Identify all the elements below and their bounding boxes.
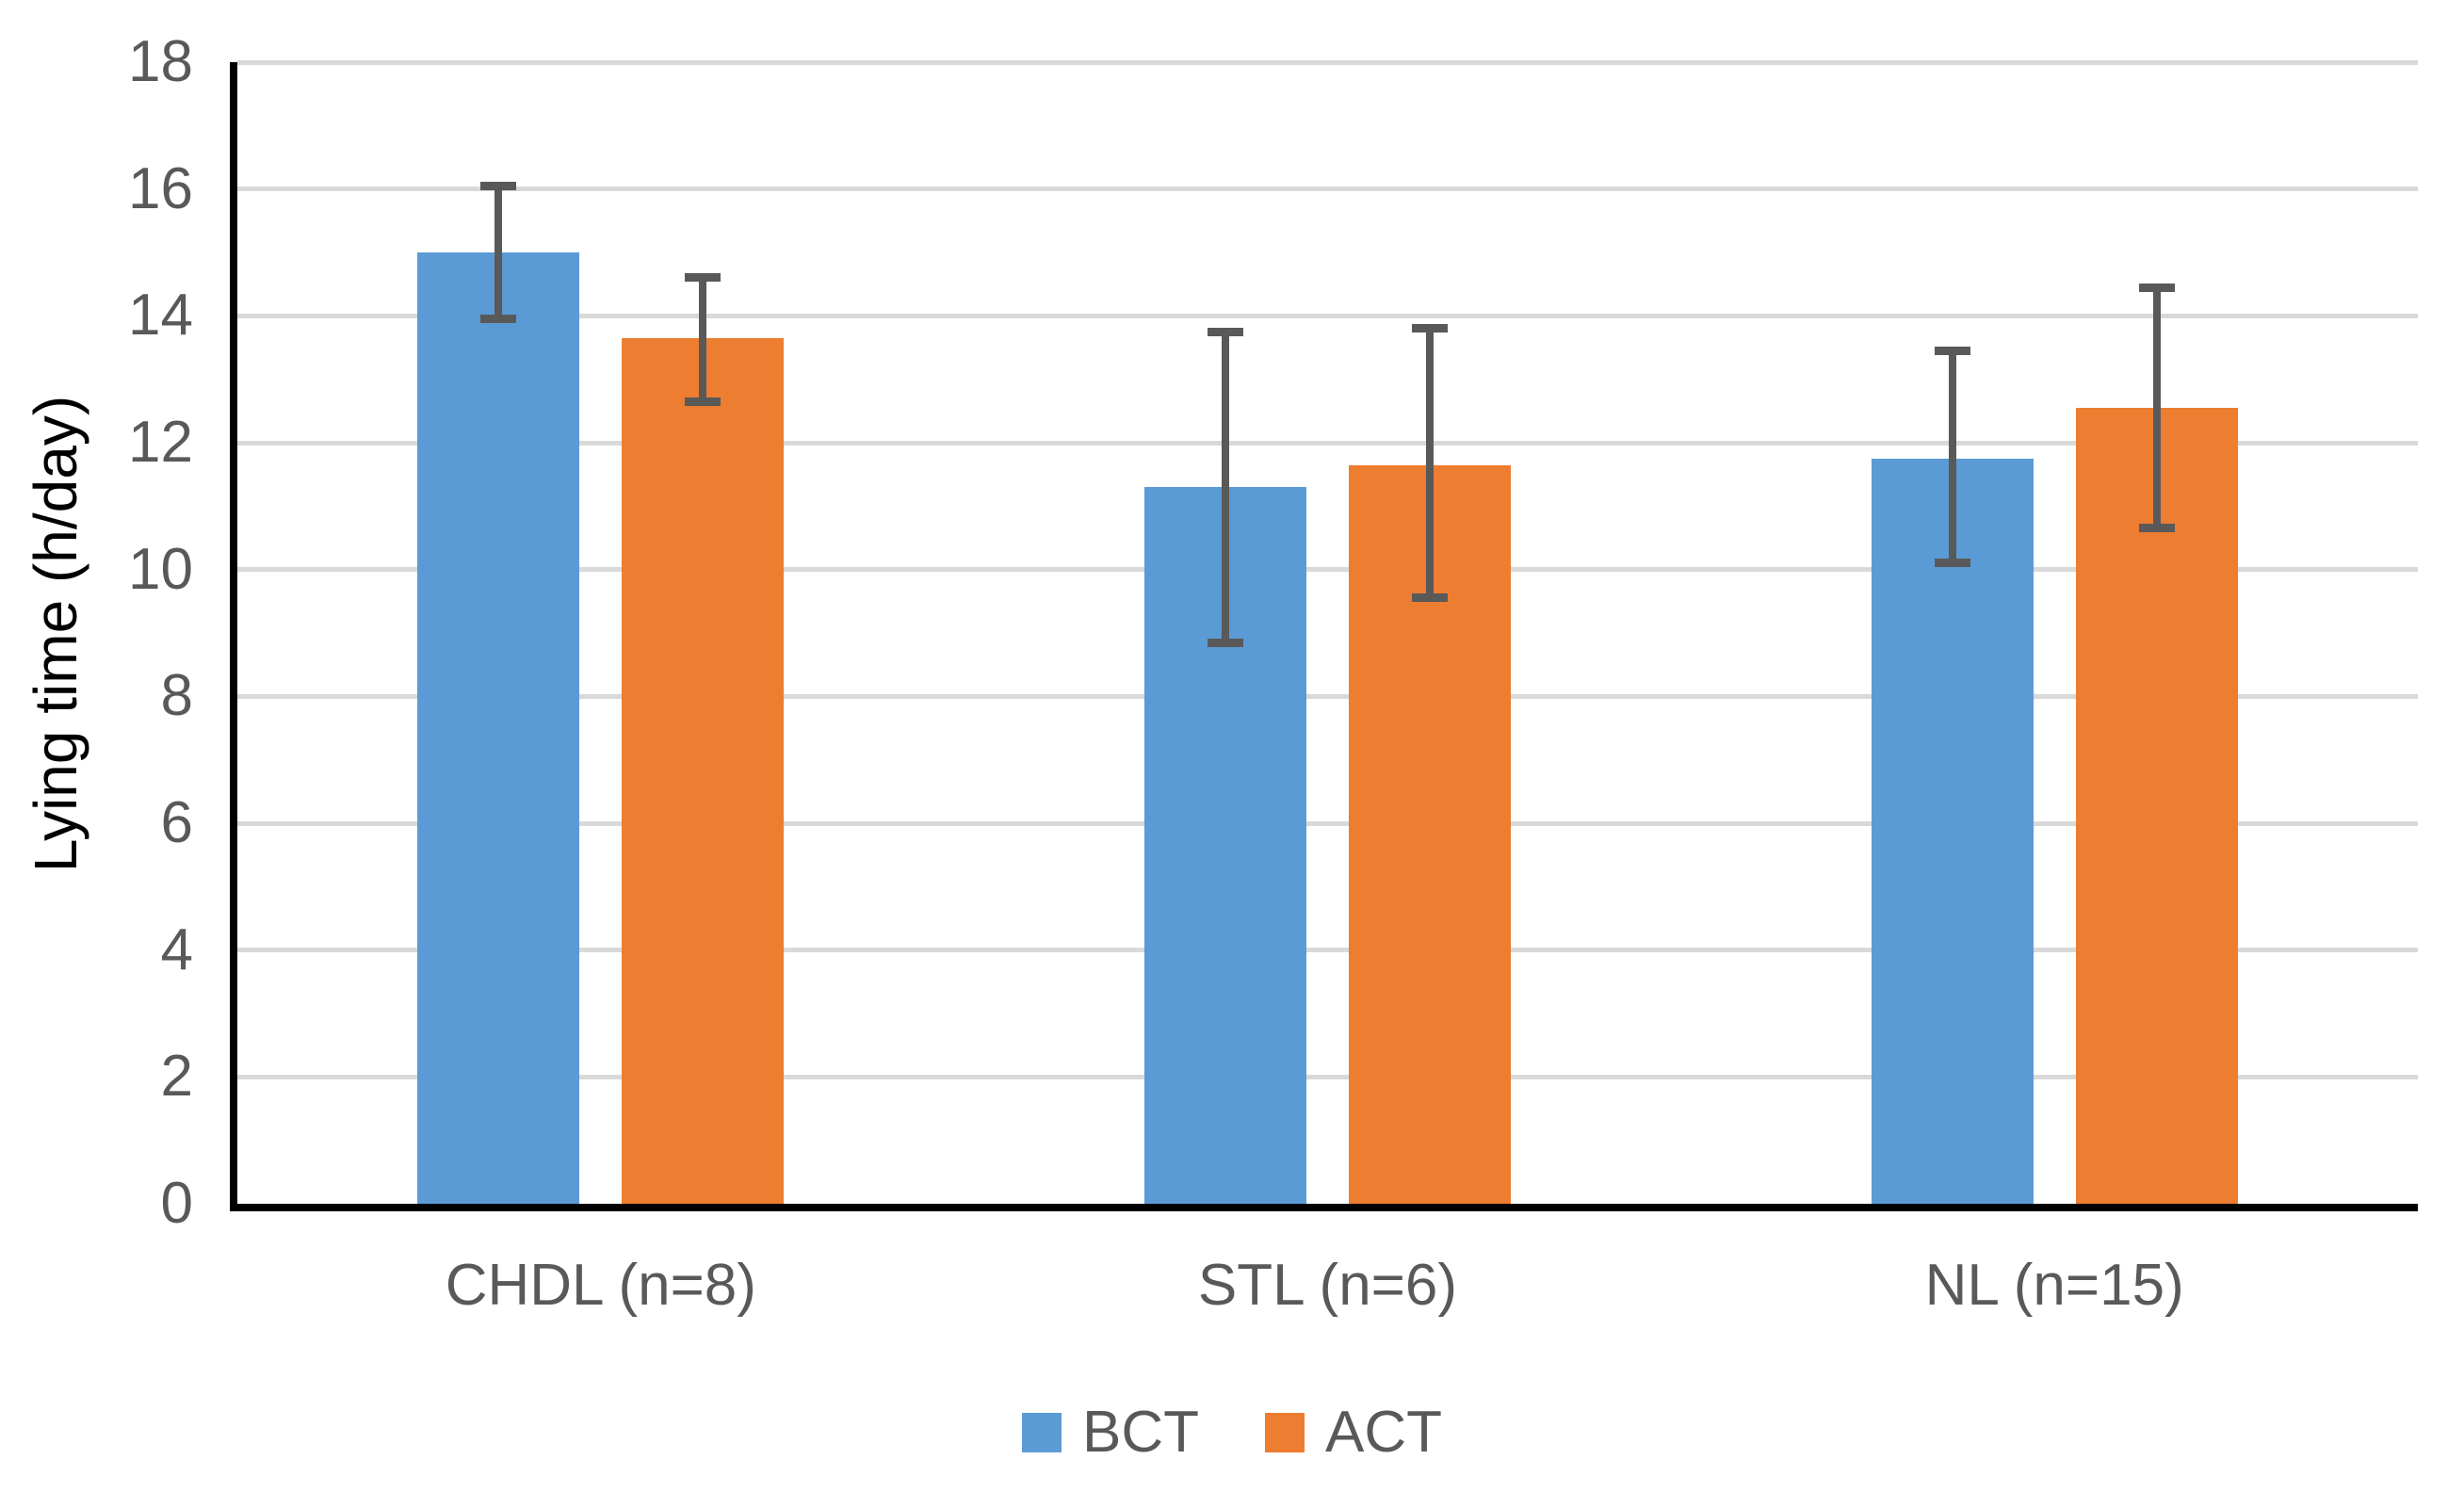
gridline: [237, 1074, 2418, 1079]
legend-label-bct: BCT: [1082, 1400, 1199, 1465]
y-tick-label: 16: [128, 155, 193, 221]
gridline: [237, 59, 2418, 65]
y-tick-label: 12: [128, 410, 193, 475]
y-tick-label: 8: [160, 663, 193, 729]
legend-label-act: ACT: [1325, 1400, 1442, 1465]
error-bar-stem: [699, 277, 707, 402]
gridline: [237, 186, 2418, 192]
gridline: [237, 820, 2418, 826]
error-bar-stem: [2152, 287, 2161, 528]
error-bar-stem: [1426, 328, 1434, 598]
y-axis-line: [230, 62, 237, 1211]
error-bar-stem: [1948, 350, 1956, 563]
x-axis-line: [230, 1204, 2418, 1211]
error-bar-stem: [494, 186, 503, 319]
error-bar-cap: [685, 397, 721, 406]
gridline: [237, 948, 2418, 953]
gridline: [237, 313, 2418, 318]
error-bar-cap: [1412, 324, 1448, 333]
error-bar-cap: [1934, 559, 1970, 568]
y-tick-label: 18: [128, 29, 193, 94]
legend: BCT ACT: [0, 1403, 2464, 1462]
error-bar-cap: [2138, 283, 2175, 292]
y-tick-label: 2: [160, 1044, 193, 1110]
x-tick-label: CHDL (n=8): [445, 1253, 756, 1318]
bar-act: [622, 337, 785, 1204]
y-tick-label: 10: [128, 536, 193, 602]
y-tick-label: 0: [160, 1171, 193, 1236]
error-bar-cap: [2138, 524, 2175, 533]
y-tick-label: 14: [128, 283, 193, 349]
bar-bct: [417, 252, 580, 1204]
x-tick-label: NL (n=15): [1924, 1253, 2184, 1318]
gridline: [237, 567, 2418, 573]
error-bar-cap: [1208, 327, 1243, 336]
error-bar-cap: [480, 315, 517, 324]
x-tick-label: STL (n=6): [1197, 1253, 1458, 1318]
legend-item-act: ACT: [1265, 1403, 1442, 1462]
legend-swatch-bct: [1022, 1413, 1062, 1452]
error-bar-cap: [685, 273, 721, 283]
y-tick-label: 4: [160, 916, 193, 982]
bar-bct: [1871, 458, 2034, 1204]
gridline: [237, 440, 2418, 446]
legend-swatch-act: [1265, 1413, 1305, 1452]
error-bar-cap: [1412, 593, 1448, 603]
error-bar-stem: [1222, 332, 1229, 643]
error-bar-cap: [480, 181, 517, 190]
error-bar-cap: [1208, 638, 1243, 647]
error-bar-cap: [1934, 346, 1970, 355]
bar-act: [2075, 407, 2238, 1204]
legend-item-bct: BCT: [1022, 1403, 1199, 1462]
y-tick-label: 6: [160, 790, 193, 855]
gridline: [237, 693, 2418, 699]
